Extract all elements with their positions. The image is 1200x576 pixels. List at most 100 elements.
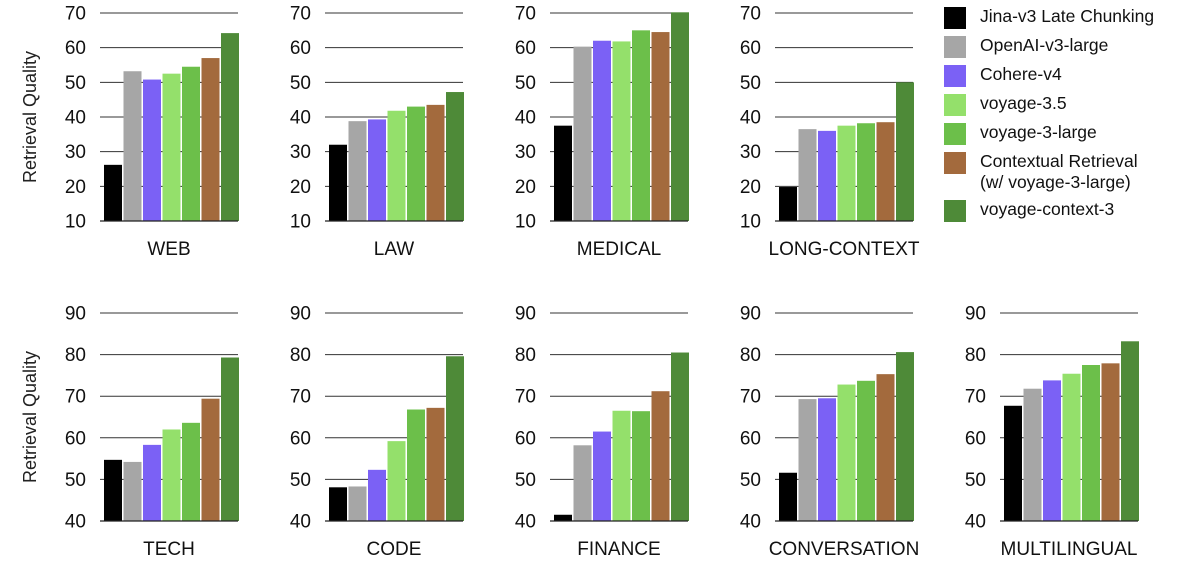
y-tick-label: 40 bbox=[740, 108, 761, 129]
y-tick-label: 70 bbox=[515, 4, 536, 25]
y-tick-label: 40 bbox=[290, 512, 311, 533]
y-tick-label: 70 bbox=[65, 387, 86, 408]
bar-code-openai-v3-large bbox=[348, 486, 367, 521]
bar-law-jina-v3-late-chunking bbox=[329, 144, 347, 221]
y-axis-label: Retrieval Quality bbox=[20, 351, 40, 483]
legend-item-jina-v3-late-chunking: Jina-v3 Late Chunking bbox=[944, 6, 1200, 29]
bar-law-voyage-context-3 bbox=[446, 92, 464, 221]
legend-swatch bbox=[944, 36, 966, 58]
y-tick-label: 30 bbox=[65, 142, 86, 163]
bar-law-contextual-retrieval-w-voyage-3-large bbox=[426, 104, 445, 221]
bar-code-cohere-v4 bbox=[368, 469, 386, 521]
legend-item-openai-v3-large: OpenAI-v3-large bbox=[944, 35, 1200, 58]
panel-law: 10 20 30 40 50 60 70 LAW bbox=[290, 4, 464, 260]
bar-tech-jina-v3-late-chunking bbox=[104, 459, 122, 521]
bar-web-cohere-v4 bbox=[143, 79, 161, 221]
panel-tech: 40 50 60 70 80 90 TECH bbox=[65, 304, 239, 560]
y-tick-label: 50 bbox=[740, 470, 761, 491]
y-tick-label: 10 bbox=[515, 212, 536, 233]
bar-web-contextual-retrieval-w-voyage-3-large bbox=[201, 58, 220, 221]
panel-medical: 10 20 30 40 50 60 70 MEDICAL bbox=[515, 4, 689, 260]
legend-item-voyage-context-3: voyage-context-3 bbox=[944, 199, 1200, 222]
y-tick-label: 80 bbox=[965, 345, 986, 366]
legend-label: voyage-3.5 bbox=[980, 93, 1067, 113]
bar-finance-jina-v3-late-chunking bbox=[554, 514, 572, 521]
legend-swatch bbox=[944, 200, 966, 222]
bar-web-jina-v3-late-chunking bbox=[104, 164, 122, 221]
bar-medical-contextual-retrieval-w-voyage-3-large bbox=[651, 32, 670, 221]
legend-label: Cohere-v4 bbox=[980, 64, 1062, 84]
bar-code-jina-v3-late-chunking bbox=[329, 487, 347, 521]
legend-swatch bbox=[944, 7, 966, 29]
y-tick-label: 60 bbox=[65, 428, 86, 449]
y-tick-label: 50 bbox=[740, 73, 761, 94]
y-tick-label: 50 bbox=[290, 470, 311, 491]
legend-label: voyage-3-large bbox=[980, 122, 1097, 142]
legend-swatch bbox=[944, 65, 966, 87]
panel-title: CODE bbox=[367, 539, 422, 560]
y-tick-label: 80 bbox=[65, 345, 86, 366]
legend-label: voyage-context-3 bbox=[980, 199, 1115, 219]
bar-multilingual-voyage-3-large bbox=[1082, 365, 1100, 521]
bar-conversation-jina-v3-late-chunking bbox=[779, 472, 797, 521]
bar-web-voyage-context-3 bbox=[221, 33, 239, 222]
bar-long-context-voyage-context-3 bbox=[896, 82, 914, 221]
bar-long-context-contextual-retrieval-w-voyage-3-large bbox=[876, 122, 895, 221]
y-tick-label: 60 bbox=[290, 38, 311, 59]
bar-web-voyage-3-large bbox=[182, 66, 200, 221]
bar-conversation-voyage-3-large bbox=[857, 380, 875, 521]
bar-tech-voyage-3-large bbox=[182, 422, 200, 521]
bar-web-voyage-3-5 bbox=[162, 73, 181, 222]
panel-multilingual: 40 50 60 70 80 90 MULTILINGUAL bbox=[965, 304, 1139, 560]
legend-label: Contextual Retrieval (w/ voyage-3-large) bbox=[980, 151, 1138, 192]
bar-conversation-openai-v3-large bbox=[798, 399, 817, 521]
bar-law-openai-v3-large bbox=[348, 121, 367, 221]
legend: Jina-v3 Late Chunking OpenAI-v3-large Cohe… bbox=[944, 6, 1200, 228]
y-tick-label: 50 bbox=[65, 73, 86, 94]
bar-long-context-jina-v3-late-chunking bbox=[779, 187, 797, 221]
bar-medical-voyage-3-5 bbox=[612, 41, 631, 221]
y-tick-label: 90 bbox=[965, 304, 986, 325]
panel-long-context: 10 20 30 40 50 60 70 LONG-CONTEXT bbox=[740, 4, 920, 261]
panel-title: MEDICAL bbox=[577, 239, 661, 260]
panel-title: WEB bbox=[147, 239, 190, 260]
y-tick-label: 50 bbox=[515, 470, 536, 491]
y-tick-label: 30 bbox=[290, 142, 311, 163]
bar-conversation-voyage-context-3 bbox=[896, 352, 914, 521]
bar-medical-jina-v3-late-chunking bbox=[554, 125, 572, 221]
panel-title: MULTILINGUAL bbox=[1001, 539, 1138, 560]
bar-code-voyage-3-5 bbox=[387, 441, 406, 521]
y-tick-label: 70 bbox=[740, 4, 761, 25]
bar-finance-contextual-retrieval-w-voyage-3-large bbox=[651, 391, 670, 521]
y-tick-label: 10 bbox=[740, 212, 761, 233]
bar-conversation-voyage-3-5 bbox=[837, 384, 856, 521]
bar-finance-voyage-context-3 bbox=[671, 352, 689, 521]
y-tick-label: 70 bbox=[290, 387, 311, 408]
y-tick-label: 40 bbox=[965, 512, 986, 533]
y-tick-label: 10 bbox=[65, 212, 86, 233]
bar-medical-voyage-3-large bbox=[632, 30, 650, 222]
y-tick-label: 60 bbox=[290, 428, 311, 449]
y-tick-label: 90 bbox=[515, 304, 536, 325]
bar-finance-voyage-3-large bbox=[632, 411, 650, 521]
y-tick-label: 60 bbox=[965, 428, 986, 449]
bar-law-voyage-3-5 bbox=[387, 110, 406, 221]
panel-title: LONG-CONTEXT bbox=[769, 239, 920, 260]
bar-medical-voyage-context-3 bbox=[671, 12, 689, 221]
y-axis-label: Retrieval Quality bbox=[20, 51, 40, 183]
y-tick-label: 40 bbox=[65, 108, 86, 129]
y-tick-label: 40 bbox=[515, 512, 536, 533]
y-tick-label: 80 bbox=[515, 345, 536, 366]
bar-finance-voyage-3-5 bbox=[612, 410, 631, 521]
panel-title: TECH bbox=[143, 539, 195, 560]
y-tick-label: 20 bbox=[515, 177, 536, 198]
panel-finance: 40 50 60 70 80 90 FINANCE bbox=[515, 304, 689, 560]
legend-item-contextual-retrieval-w-voyage-3-large: Contextual Retrieval (w/ voyage-3-large) bbox=[944, 151, 1200, 193]
y-tick-label: 70 bbox=[740, 387, 761, 408]
y-tick-label: 60 bbox=[515, 428, 536, 449]
y-tick-label: 60 bbox=[740, 38, 761, 59]
panel-code: 40 50 60 70 80 90 CODE bbox=[290, 304, 464, 560]
panel-web: 10 20 30 40 50 60 70 WEB bbox=[65, 4, 239, 260]
bar-tech-voyage-context-3 bbox=[221, 357, 239, 521]
